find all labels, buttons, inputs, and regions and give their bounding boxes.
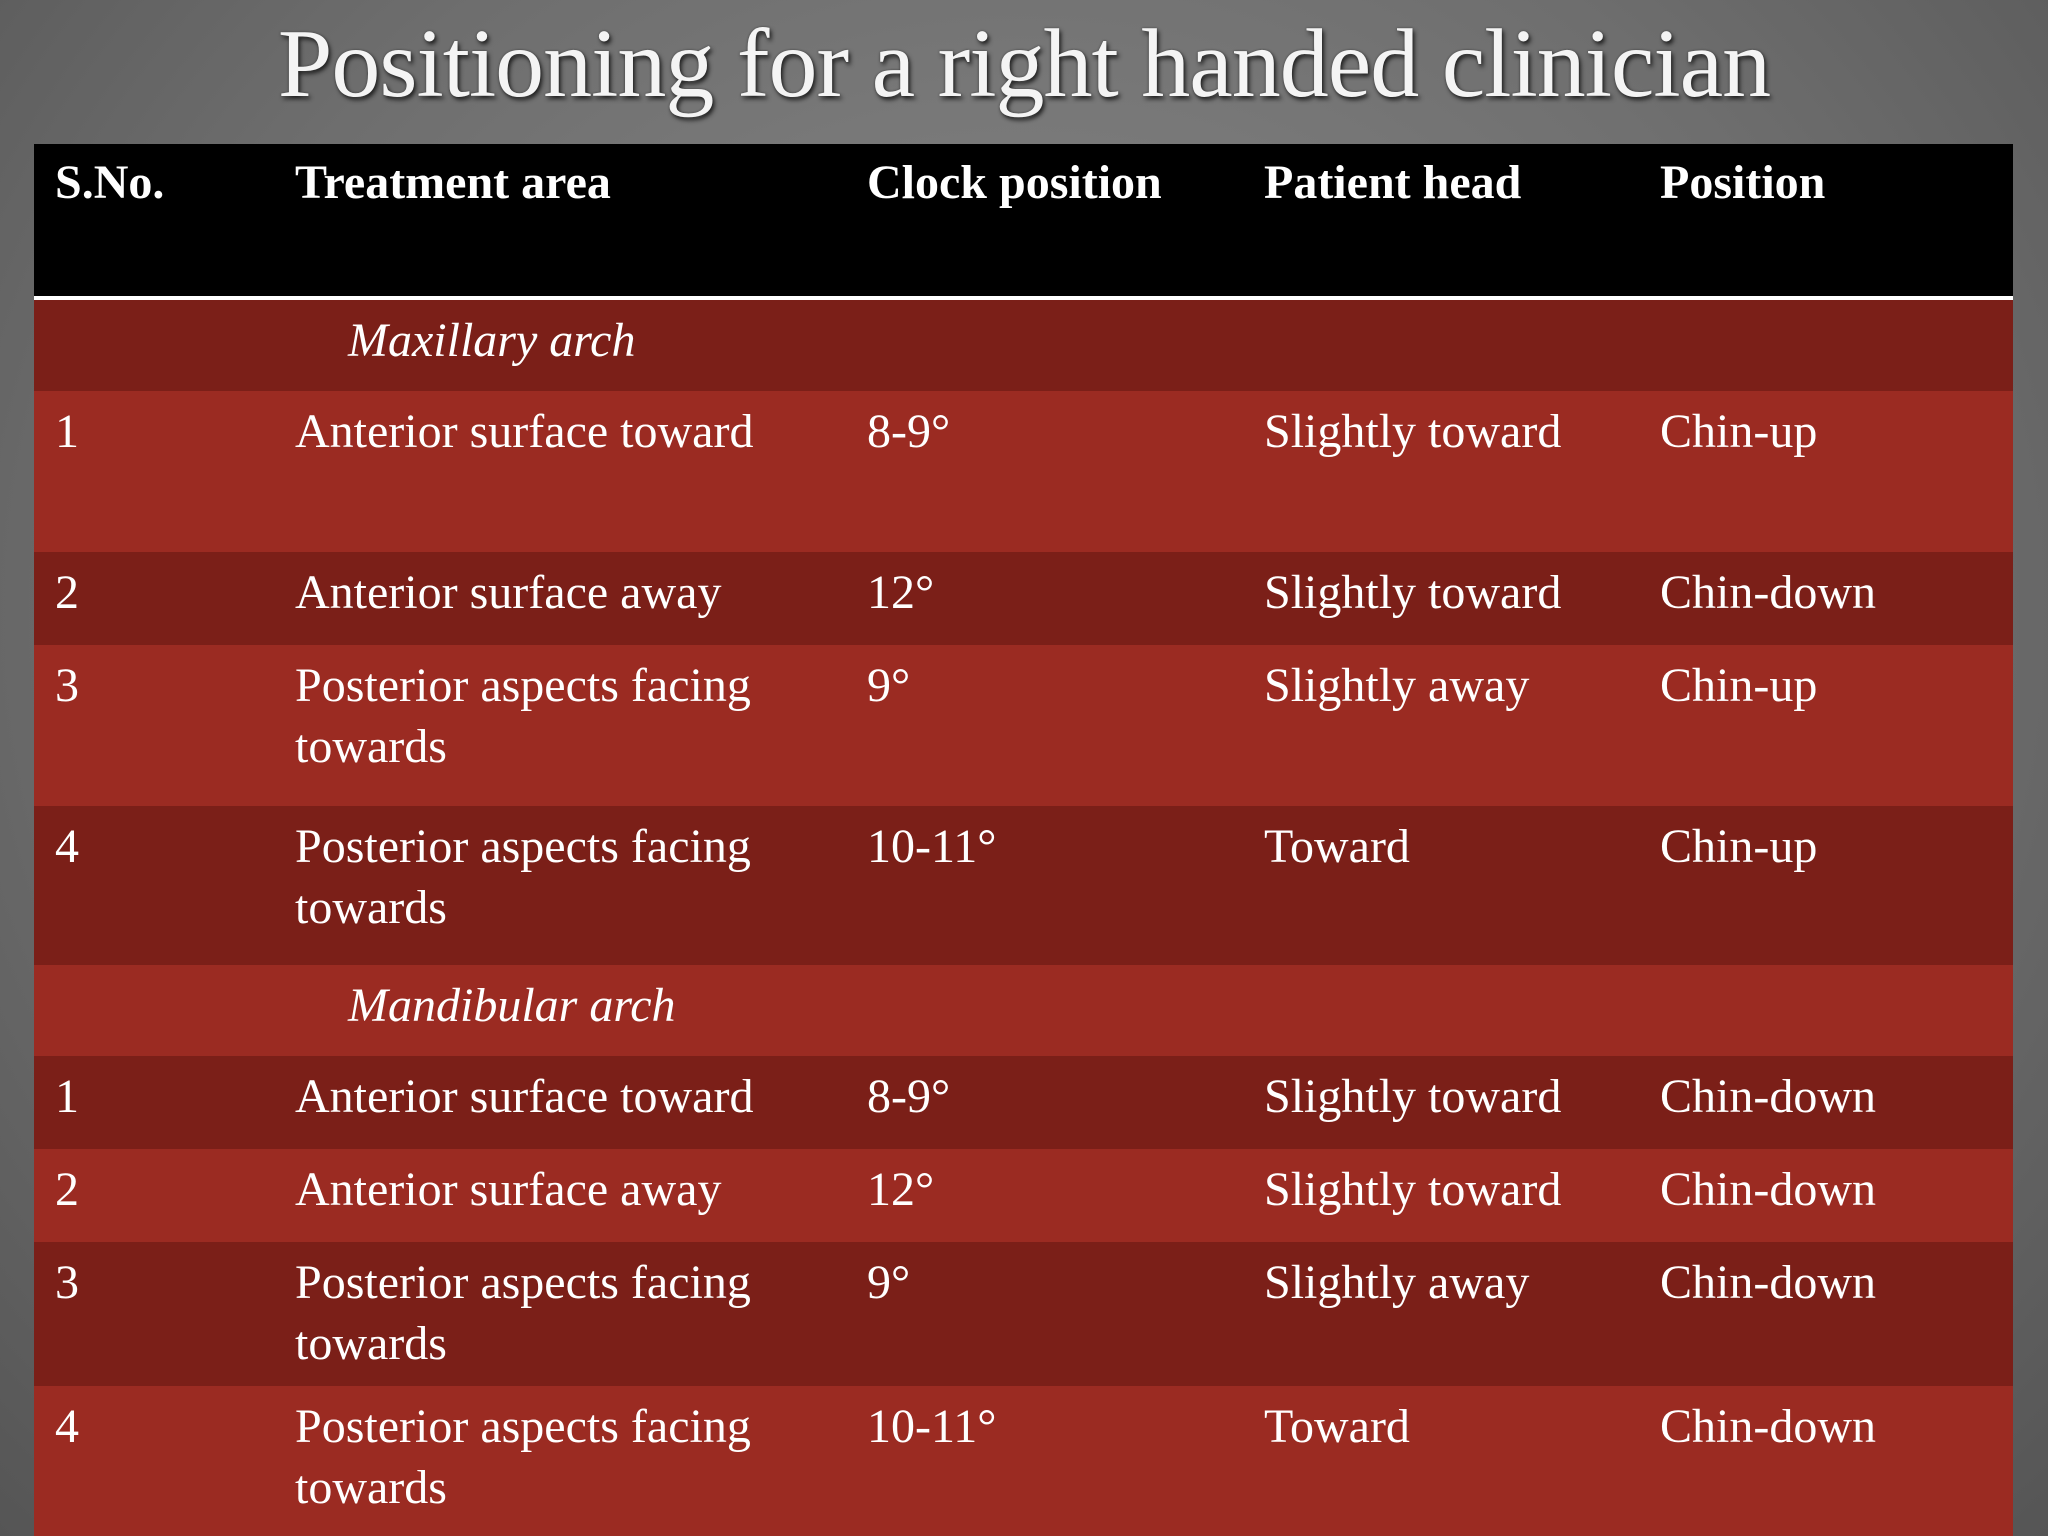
table-cell: Slightly toward bbox=[1264, 566, 1562, 619]
table-row: 3 Posterior aspects facing towards 9° Sligh… bbox=[34, 645, 2013, 806]
header-cell: Patient head bbox=[1264, 156, 1522, 209]
table-row: 2 Anterior surface away 12° Slightly toward… bbox=[34, 1149, 2013, 1242]
section-row: Maxillary arch bbox=[34, 300, 2013, 391]
table-cell: 1 bbox=[55, 1070, 79, 1123]
header-cell: Position bbox=[1660, 156, 1826, 209]
table-cell: 1 bbox=[55, 405, 79, 458]
table-cell: 8-9° bbox=[867, 405, 951, 458]
table-cell: Chin-down bbox=[1660, 1163, 1876, 1216]
table-cell: 2 bbox=[55, 1163, 79, 1216]
section-label: Mandibular arch bbox=[348, 979, 676, 1032]
table-cell: 10-11° bbox=[867, 820, 997, 873]
table-cell: Slightly away bbox=[1264, 659, 1530, 712]
section-label: Maxillary arch bbox=[348, 314, 636, 367]
table-cell: Chin-up bbox=[1660, 405, 1818, 458]
table-cell: 4 bbox=[55, 1400, 79, 1453]
table-row: 1 Anterior surface toward 8-9° Slightly tow… bbox=[34, 391, 2013, 552]
table-cell: Slightly toward bbox=[1264, 1070, 1562, 1123]
table-row: 1 Anterior surface toward 8-9° Slightly tow… bbox=[34, 1056, 2013, 1149]
table-cell: Anterior surface toward bbox=[295, 405, 754, 458]
table-cell: 10-11° bbox=[867, 1400, 997, 1453]
table-cell: Posterior aspects facing towards bbox=[295, 820, 751, 934]
table-cell: Anterior surface toward bbox=[295, 1070, 754, 1123]
header-cell: Clock position bbox=[867, 156, 1162, 209]
table-cell: Toward bbox=[1264, 1400, 1410, 1453]
table-cell: Posterior aspects facing towards bbox=[295, 1400, 751, 1514]
header-row: S.No. Treatment area Clock position Patient… bbox=[34, 144, 2013, 300]
table-cell: Chin-down bbox=[1660, 1256, 1876, 1309]
table: S.No. Treatment area Clock position Patient… bbox=[34, 144, 2013, 1536]
table-cell: 3 bbox=[55, 659, 79, 712]
table-cell: 8-9° bbox=[867, 1070, 951, 1123]
table-row: 3 Posterior aspects facing towards 9° Sligh… bbox=[34, 1242, 2013, 1386]
table-cell: 2 bbox=[55, 566, 79, 619]
table-cell: 9° bbox=[867, 659, 911, 712]
table-cell: Chin-up bbox=[1660, 820, 1818, 873]
table-cell: 4 bbox=[55, 820, 79, 873]
table-cell: Toward bbox=[1264, 820, 1410, 873]
section-row: Mandibular arch bbox=[34, 965, 2013, 1056]
table-cell: Slightly toward bbox=[1264, 405, 1562, 458]
table-cell: 9° bbox=[867, 1256, 911, 1309]
table-cell: Posterior aspects facing towards bbox=[295, 659, 751, 773]
slide-title: Positioning for a right handed clinician bbox=[277, 10, 1771, 118]
table-row: 2 Anterior surface away 12° Slightly toward… bbox=[34, 552, 2013, 645]
table-cell: Chin-up bbox=[1660, 659, 1818, 712]
table-row: 4 Posterior aspects facing towards 10-11° T… bbox=[34, 1386, 2013, 1536]
table-cell: Chin-down bbox=[1660, 566, 1876, 619]
header-cell: Treatment area bbox=[295, 156, 611, 209]
table-cell: 3 bbox=[55, 1256, 79, 1309]
table-cell: Anterior surface away bbox=[295, 1163, 722, 1216]
header-cell: S.No. bbox=[55, 156, 165, 209]
table-cell: Posterior aspects facing towards bbox=[295, 1256, 751, 1370]
table-cell: Slightly away bbox=[1264, 1256, 1530, 1309]
table-cell: 12° bbox=[867, 566, 935, 619]
table-cell: Chin-down bbox=[1660, 1400, 1876, 1453]
table-cell: 12° bbox=[867, 1163, 935, 1216]
table-cell: Slightly toward bbox=[1264, 1163, 1562, 1216]
table-cell: Chin-down bbox=[1660, 1070, 1876, 1123]
table-cell: Anterior surface away bbox=[295, 566, 722, 619]
table-row: 4 Posterior aspects facing towards 10-11° T… bbox=[34, 806, 2013, 965]
